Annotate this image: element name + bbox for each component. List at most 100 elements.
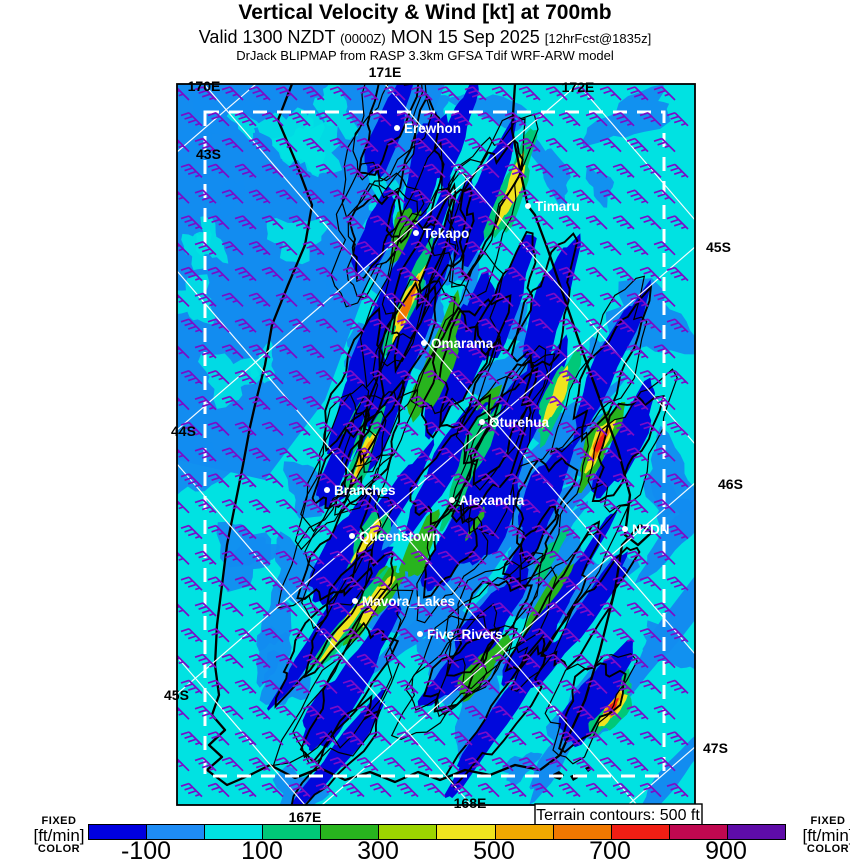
wind-barb [207,679,230,695]
wind-barb [342,731,365,746]
wind-barb [207,576,230,591]
wind-barb [504,524,527,540]
wind-barb [261,318,284,333]
station-dot [525,203,531,209]
map-fill-layer [177,84,695,805]
wind-barb [410,653,433,669]
wind-barb [369,318,392,333]
wind-barb [599,705,622,720]
wind-barb [558,163,581,179]
wind-barb [639,679,662,695]
wind-barb [599,344,622,359]
wind-barb [437,292,460,308]
wind-barb [491,189,514,204]
wind-barb [423,215,446,230]
grid-label: 171E [369,64,402,80]
wind-barb [491,550,514,566]
wind-barb [234,473,257,488]
wind-barb [518,137,541,153]
wind-barb [437,86,460,101]
wind-barb [221,498,244,514]
wind-barb [545,498,568,514]
wind-barb [329,240,352,256]
wind-barb [545,189,568,204]
wind-barb [491,602,514,617]
station-dot [394,125,400,131]
wind-barb [369,627,392,643]
wind-barb [518,653,541,669]
wind-barb [599,86,622,101]
wind-barb [558,318,581,333]
wind-barb [518,602,541,617]
colorbar-tick-label: 900 [705,837,747,865]
wind-barb [177,447,190,462]
offshore-islands [553,766,592,781]
wind-barb [356,602,379,617]
wind-barb [275,447,298,462]
wind-barb [221,86,244,101]
wind-barb [477,627,500,643]
wind-barb [639,576,662,591]
graticule-line [177,656,306,805]
colorbar-segment [263,825,322,839]
wind-barb [545,447,568,462]
wind-barb [423,627,446,643]
grid-label: 172E [562,79,595,95]
wind-barb [653,137,676,153]
station-label: Mavora_Lakes [362,594,455,609]
wind-barb [302,602,325,617]
wind-barb [572,653,595,669]
colorbar [88,824,786,840]
wind-barb [329,550,352,566]
colorbar-segment [379,825,438,839]
wind-barb [450,782,473,798]
wind-barb [356,447,379,462]
wind-barb [531,576,554,591]
wind-barb [315,318,338,333]
wind-barb [518,705,541,720]
wind-barb [518,756,541,772]
wind-barb [275,498,298,514]
graticule-line [384,84,695,445]
wind-barb [275,395,298,411]
wind-barb [518,189,541,204]
wind-barb [477,473,500,488]
wind-barb [342,473,365,488]
wind-barb [585,421,608,437]
wind-barb [518,550,541,566]
wind-barb [639,524,662,540]
wind-barb [612,318,635,333]
wind-barb [531,421,554,437]
wind-barb [653,498,676,514]
wind-barb [653,344,676,359]
wind-barb [207,163,230,179]
wind-barb [329,447,352,462]
grid-label: 45S [164,687,189,703]
wind-barb [207,524,230,540]
wind-barb [464,292,487,308]
wind-barb [585,627,608,643]
wind-barb [177,189,190,204]
wind-barb [531,524,554,540]
wind-barb [572,86,595,101]
wind-barb [396,782,419,798]
wind-barb [221,292,244,308]
wind-barb [248,395,271,411]
wind-barb [207,318,230,333]
wind-barb [410,550,433,566]
wind-barb [464,653,487,669]
wind-barb [180,163,203,179]
wind-barb [464,498,487,514]
wind-barb [207,421,230,437]
colorbar-segment [495,825,554,839]
colorbar-tick-label: 700 [589,837,631,865]
wind-barb [177,396,190,411]
units-label: [ft/min] [802,826,850,845]
wind-barb [248,447,271,462]
wind-barb [626,447,649,462]
wind-barb [261,524,284,540]
wind-barb [585,266,608,282]
station-label: NZDN [632,522,670,537]
wind-barb [356,395,379,411]
